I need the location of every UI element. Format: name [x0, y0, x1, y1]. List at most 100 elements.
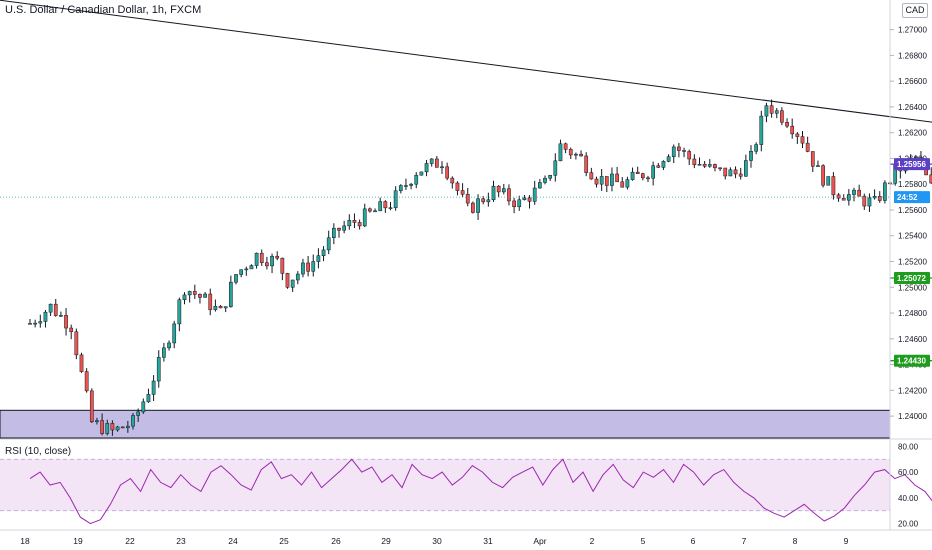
time-tick-label: 2 [590, 536, 595, 546]
candle-body [574, 153, 578, 156]
candle-body [630, 171, 635, 180]
candle-body [64, 315, 68, 329]
candle-body [182, 294, 187, 300]
candle-body [89, 390, 94, 423]
candle-body [646, 177, 650, 180]
candle-body [841, 197, 846, 201]
time-tick-label: 29 [381, 536, 391, 546]
candle-body [460, 190, 465, 195]
candle-body [326, 237, 331, 251]
candle-body [610, 173, 614, 186]
candle-body [491, 185, 496, 201]
candle-body [728, 169, 733, 177]
candle-body [625, 179, 630, 188]
candle-body [105, 423, 110, 434]
rsi-tick-label: 20.00 [898, 520, 919, 529]
candle-body [831, 176, 836, 196]
candle-body [383, 201, 388, 209]
time-tick-label: 7 [742, 536, 747, 546]
candle-body [692, 158, 697, 166]
price-tick-label: 1.24200 [898, 386, 927, 395]
candle-body [707, 164, 712, 167]
candle-body [301, 262, 305, 275]
candle-body [816, 165, 820, 167]
candle-body [48, 303, 53, 313]
candle-body [883, 182, 887, 201]
candle-body [517, 199, 522, 208]
candle-body [749, 150, 753, 161]
price-tick-label: 1.24600 [898, 335, 927, 344]
time-tick-label: 25 [279, 536, 289, 546]
candle-body [53, 303, 58, 316]
candle-body [682, 150, 686, 152]
candle-body [295, 273, 300, 281]
candle-body [476, 198, 480, 213]
candle-body [409, 183, 413, 186]
candle-body [810, 151, 815, 167]
candle-body [275, 255, 280, 259]
candle-body [857, 189, 861, 197]
candle-body [120, 426, 125, 429]
candle-body [527, 197, 532, 202]
candle-body [877, 196, 882, 201]
candle-body [167, 342, 171, 349]
candle-body [713, 164, 717, 169]
candle-body [718, 167, 722, 170]
candle-body [151, 380, 156, 395]
rsi-label: RSI (10, close) [5, 446, 72, 457]
candle-body [249, 265, 254, 270]
candle-body [162, 347, 166, 358]
time-tick-label: 8 [793, 536, 798, 546]
candle-body [342, 225, 346, 231]
candle-body [445, 166, 449, 179]
candle-body [867, 197, 872, 207]
candle-body [615, 173, 619, 183]
candle-body [738, 173, 743, 177]
candle-body [661, 161, 666, 168]
candle-body [579, 153, 583, 157]
candle-body [239, 269, 244, 275]
symbol-title: U.S. Dollar / Canadian Dollar, 1h, FXCM [5, 4, 202, 16]
candle-body [208, 293, 213, 311]
candle-body [74, 331, 79, 356]
candle-body [424, 163, 429, 173]
candle-body [156, 357, 161, 382]
candle-body [671, 146, 676, 157]
candle-body [774, 110, 779, 114]
candle-body [435, 158, 439, 168]
price-tick-label: 1.26200 [898, 129, 927, 138]
candle-body [651, 165, 655, 179]
candle-body [136, 411, 141, 416]
currency-badge[interactable]: CAD [902, 3, 928, 18]
candle-body [847, 194, 851, 201]
candle-body [687, 151, 692, 160]
candle-body [311, 261, 316, 272]
time-tick-label: 24 [228, 536, 238, 546]
rsi-tick-label: 40.00 [898, 494, 919, 503]
candle-body [635, 171, 640, 174]
candle-body [203, 293, 207, 298]
candle-body [440, 166, 444, 169]
candle-body [100, 420, 104, 434]
level-badge-text: 1.25956 [897, 160, 926, 169]
candle-body [280, 257, 285, 274]
rsi-tick-label: 80.00 [898, 442, 919, 451]
candle-body [666, 156, 671, 162]
price-tick-label: 1.24800 [898, 309, 927, 318]
candle-body [744, 160, 748, 177]
candle-body [69, 327, 74, 333]
candle-body [141, 401, 146, 413]
candle-body [265, 262, 269, 267]
candle-body [352, 220, 357, 223]
candle-body [496, 185, 501, 193]
candle-body [532, 187, 537, 202]
candle-body [429, 158, 434, 164]
candle-body [414, 174, 419, 185]
candle-body [512, 200, 516, 208]
candle-body [584, 155, 589, 173]
candle-body [218, 306, 223, 309]
candle-body [543, 177, 547, 183]
candle-body [259, 252, 264, 263]
